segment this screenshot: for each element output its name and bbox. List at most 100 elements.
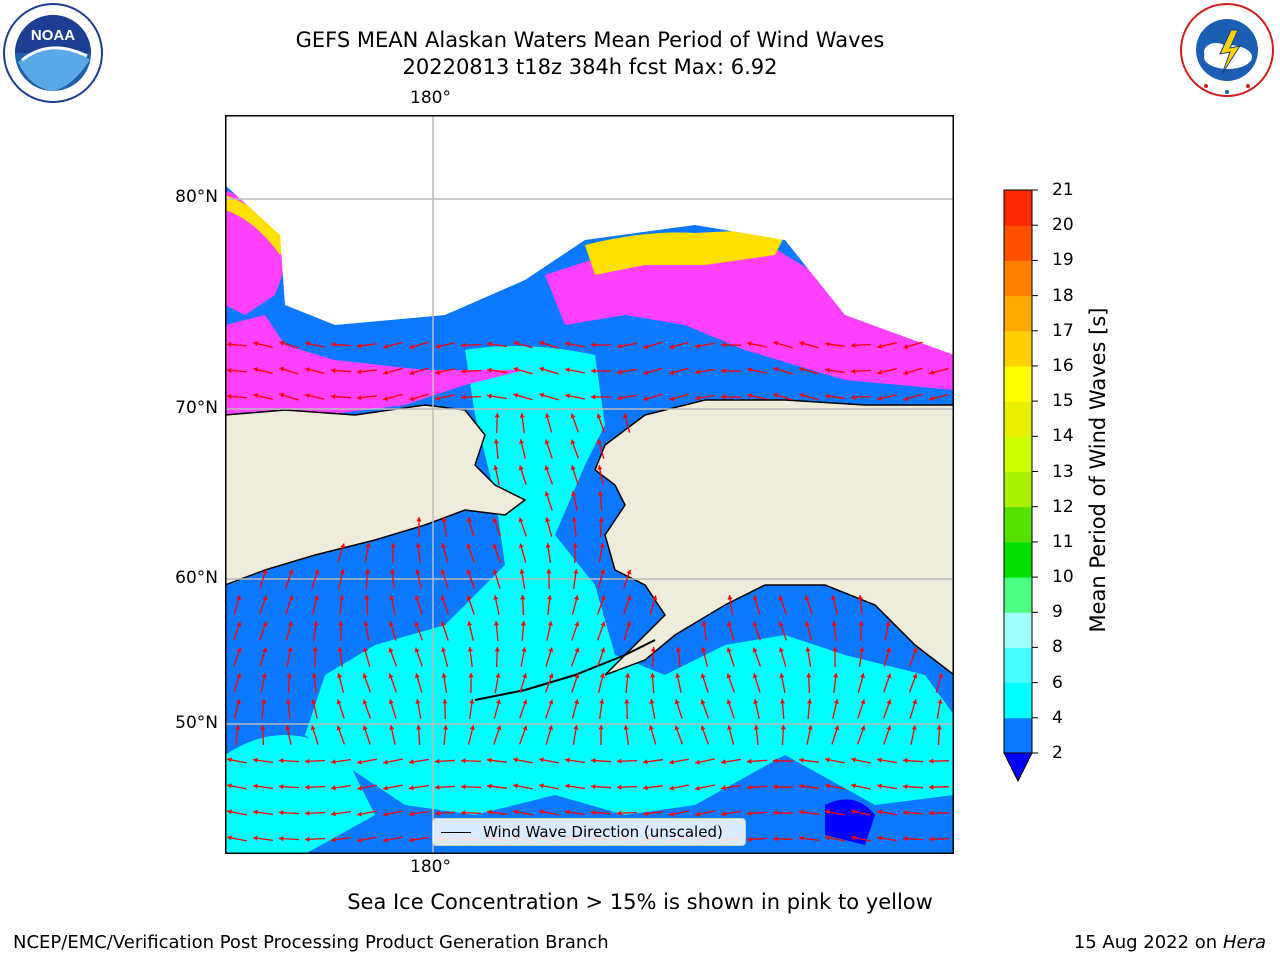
wind-wave-arrow-head — [513, 783, 518, 789]
wind-wave-arrow-head — [466, 595, 472, 601]
wind-wave-arrow-head — [780, 725, 786, 730]
colorbar-tick-label: 14 — [1052, 426, 1074, 447]
wind-wave-arrow-head — [496, 725, 502, 731]
colorbar — [1003, 189, 1038, 783]
wind-wave-arrow-head — [487, 393, 492, 399]
wind-wave-arrow-head — [911, 725, 917, 730]
wind-wave-arrow-head — [331, 342, 336, 348]
wind-wave-arrow-head — [570, 465, 576, 471]
wind-wave-arrow-head — [912, 673, 918, 679]
wind-wave-arrow-head — [287, 647, 293, 652]
wind-wave-arrow-head — [805, 621, 810, 627]
wind-wave-arrow-head — [643, 396, 649, 402]
wind-wave-arrow-head — [362, 673, 368, 679]
colorbar-tick-label: 8 — [1052, 637, 1063, 658]
wind-wave-arrow-head — [752, 673, 758, 679]
wind-wave-arrow-head — [807, 725, 813, 730]
wind-wave-arrow-head — [903, 758, 908, 764]
wind-wave-arrow-head — [494, 647, 500, 652]
wind-wave-arrow-head — [624, 699, 630, 704]
wind-wave-arrow-head — [388, 699, 394, 705]
wind-wave-arrow-head — [799, 757, 804, 763]
wind-wave-arrow-head — [886, 673, 892, 679]
wind-wave-arrow-head — [389, 595, 395, 600]
wind-wave-arrow-head — [643, 785, 648, 791]
wind-wave-arrow-head — [773, 784, 778, 790]
wind-wave-arrow-head — [383, 837, 388, 843]
wind-wave-arrow-head — [260, 699, 267, 704]
wind-wave-arrow-head — [695, 395, 700, 401]
wind-wave-arrow-head — [753, 725, 759, 730]
wind-wave-arrow-head — [626, 569, 632, 575]
wind-wave-arrow-head — [806, 699, 813, 704]
wind-wave-arrow-head — [235, 725, 241, 730]
wind-wave-arrow-head — [831, 595, 837, 601]
wind-wave-arrow-head — [859, 647, 865, 652]
wind-wave-arrow-head — [600, 621, 606, 627]
wind-wave-arrow-head — [469, 699, 475, 704]
colorbar-segment — [1004, 612, 1032, 648]
wind-wave-arrow-head — [929, 836, 934, 842]
wind-wave-arrow-head — [305, 810, 310, 816]
wind-wave-arrow-head — [311, 673, 317, 678]
wind-wave-arrow-head — [493, 595, 499, 600]
wind-wave-arrow-head — [929, 369, 935, 375]
wind-wave-arrow-head — [520, 595, 526, 600]
wind-wave-arrow-head — [726, 647, 732, 653]
wind-wave-arrow-head — [773, 392, 779, 398]
no-data-area — [225, 115, 954, 355]
wind-wave-arrow-head — [571, 491, 577, 496]
wind-wave-arrow-head — [752, 621, 758, 627]
footer-date: 15 Aug 2022 on Hera — [1074, 932, 1266, 953]
wind-wave-arrow-head — [336, 699, 342, 705]
wind-wave-arrow-head — [877, 395, 882, 401]
wind-wave-arrow-head — [834, 725, 840, 731]
wind-wave-arrow-head — [495, 673, 501, 678]
wind-wave-arrow-head — [825, 783, 830, 789]
wind-wave-arrow-head — [565, 783, 570, 789]
wind-wave-arrow-head — [617, 784, 622, 790]
wind-wave-arrow-head — [831, 621, 837, 626]
wind-wave-arrow-head — [313, 595, 319, 601]
wind-wave-arrow-head — [885, 621, 891, 626]
wind-wave-arrow-head — [825, 809, 830, 815]
wind-wave-arrow-head — [565, 367, 570, 373]
wind-wave-arrow-head — [415, 543, 421, 548]
wind-wave-arrow-head — [362, 699, 368, 705]
colorbar-segment — [1004, 436, 1032, 472]
wind-wave-arrow-head — [617, 369, 622, 375]
wind-wave-arrow-head — [877, 369, 882, 375]
wind-wave-arrow-head — [357, 837, 362, 843]
wind-wave-arrow-head — [546, 569, 552, 574]
wind-wave-arrow-head — [773, 758, 778, 764]
colorbar-segment — [1004, 541, 1032, 578]
wind-wave-arrow-head — [518, 465, 524, 471]
wind-wave-arrow-head — [591, 394, 596, 400]
colorbar-tick-label: 18 — [1052, 285, 1074, 306]
wind-wave-arrow-head — [253, 341, 259, 347]
wind-wave-arrow-head — [571, 517, 577, 522]
wind-wave-arrow-head — [675, 673, 681, 678]
wind-wave-arrow-head — [903, 784, 908, 790]
wind-wave-arrow-head — [539, 340, 545, 346]
legend-label: Wind Wave Direction (unscaled) — [483, 823, 723, 841]
wind-wave-arrow-head — [305, 784, 310, 790]
wind-wave-arrow-head — [288, 621, 293, 627]
wind-wave-arrow-head — [305, 367, 310, 373]
noaa-logo: NOAA — [3, 3, 103, 103]
wind-wave-arrow-head — [409, 396, 415, 402]
wind-wave-arrow-head — [623, 413, 628, 419]
wind-wave-arrow-head — [669, 785, 674, 791]
wind-wave-arrow-head — [851, 835, 856, 841]
wind-wave-arrow-head — [773, 340, 779, 346]
wind-wave-arrow-head — [357, 759, 362, 765]
wind-wave-arrow-head — [626, 595, 632, 601]
wind-wave-arrow-head — [519, 413, 525, 418]
wind-wave-arrow-head — [435, 784, 440, 790]
wind-wave-arrow-head — [599, 543, 605, 548]
wind-wave-arrow-head — [389, 569, 396, 574]
wind-wave-arrow-head — [253, 757, 258, 763]
wind-wave-arrow-head — [362, 725, 368, 731]
wind-wave-arrow-head — [648, 725, 654, 731]
wind-wave-arrow-head — [674, 725, 680, 731]
